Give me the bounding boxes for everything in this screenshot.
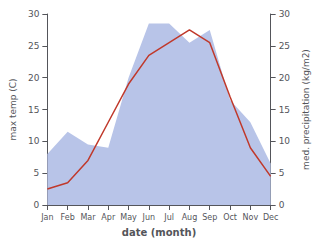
- svg-text:30: 30: [28, 9, 40, 19]
- svg-text:10: 10: [28, 136, 40, 146]
- svg-text:25: 25: [279, 41, 290, 51]
- svg-text:Oct: Oct: [223, 213, 237, 222]
- svg-text:May: May: [120, 213, 137, 222]
- svg-text:20: 20: [279, 73, 291, 83]
- svg-text:Jun: Jun: [142, 213, 156, 222]
- svg-text:Jul: Jul: [163, 213, 174, 222]
- svg-text:Nov: Nov: [243, 213, 259, 222]
- svg-text:Aug: Aug: [182, 213, 198, 222]
- svg-text:max temp (C): max temp (C): [8, 78, 18, 140]
- svg-text:15: 15: [279, 105, 290, 115]
- svg-text:date (month): date (month): [122, 227, 196, 238]
- svg-text:10: 10: [279, 136, 291, 146]
- svg-text:Apr: Apr: [101, 213, 116, 222]
- svg-text:5: 5: [34, 168, 40, 178]
- svg-text:15: 15: [28, 105, 39, 115]
- svg-text:med. precipitation (kg/m2): med. precipitation (kg/m2): [301, 49, 311, 170]
- svg-text:30: 30: [279, 9, 291, 19]
- svg-text:5: 5: [279, 168, 285, 178]
- svg-text:Dec: Dec: [263, 213, 278, 222]
- svg-text:0: 0: [279, 200, 285, 210]
- svg-text:Jan: Jan: [40, 213, 53, 222]
- svg-text:0: 0: [34, 200, 40, 210]
- svg-text:Feb: Feb: [61, 213, 75, 222]
- svg-text:25: 25: [28, 41, 39, 51]
- svg-text:20: 20: [28, 73, 40, 83]
- svg-text:Sep: Sep: [202, 213, 217, 222]
- svg-text:Mar: Mar: [80, 213, 96, 222]
